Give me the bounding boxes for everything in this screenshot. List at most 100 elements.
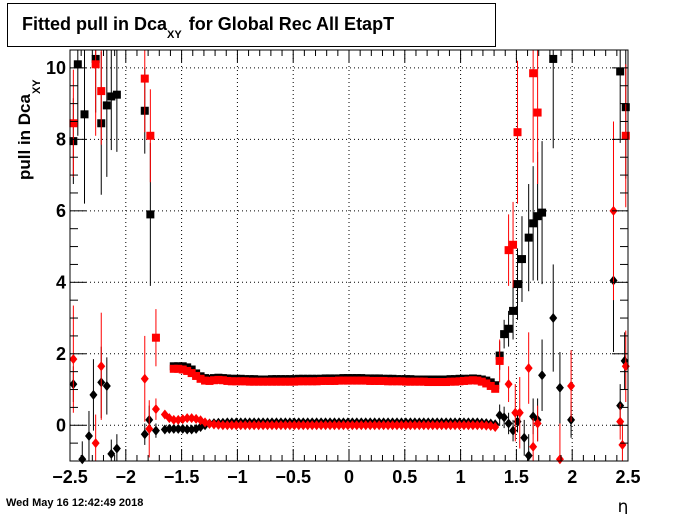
data-point: [424, 420, 433, 431]
data-point: [500, 330, 509, 339]
data-point: [97, 87, 106, 96]
data-point: [308, 420, 317, 431]
data-point: [491, 422, 500, 433]
data-point: [446, 420, 455, 431]
data-point: [107, 448, 116, 459]
data-point: [366, 376, 375, 385]
data-point: [254, 377, 263, 386]
data-point: [468, 376, 477, 385]
data-point: [330, 376, 339, 385]
x-tick-label: 1.5: [504, 467, 529, 487]
data-point: [165, 423, 174, 434]
data-point: [140, 373, 149, 384]
data-point: [201, 376, 210, 385]
data-point: [227, 420, 236, 431]
data-point: [174, 364, 183, 373]
data-point: [209, 419, 218, 430]
data-point: [80, 110, 89, 119]
data-point: [415, 420, 424, 431]
data-point: [343, 420, 352, 431]
x-axis-label: η: [618, 497, 629, 514]
data-point: [281, 420, 290, 431]
data-point: [241, 420, 250, 431]
data-point: [205, 376, 214, 385]
data-layer: [69, 50, 630, 465]
data-point: [312, 377, 321, 386]
data-point: [455, 377, 464, 386]
data-point: [169, 414, 178, 425]
data-point: [91, 60, 100, 69]
data-point: [375, 420, 384, 431]
data-point: [330, 420, 339, 431]
data-point: [146, 210, 155, 219]
data-point: [549, 313, 558, 324]
data-point: [529, 69, 538, 78]
data-point: [538, 370, 547, 381]
data-point: [107, 92, 116, 101]
data-point: [459, 420, 468, 431]
data-point: [375, 376, 384, 385]
series-square-red: [69, 50, 630, 393]
data-point: [511, 407, 520, 418]
x-tick-label: 0.5: [392, 467, 417, 487]
data-point: [334, 420, 343, 431]
data-point: [227, 377, 236, 386]
series-diamond-red: [69, 121, 630, 465]
data-point: [317, 420, 326, 431]
y-tick-label: 6: [56, 201, 66, 221]
data-point: [151, 333, 160, 342]
data-point: [303, 420, 312, 431]
data-point: [477, 420, 486, 431]
data-point: [515, 407, 524, 418]
data-point: [102, 101, 111, 110]
data-point: [263, 377, 272, 386]
data-point: [326, 420, 335, 431]
data-point: [218, 420, 227, 431]
data-point: [455, 420, 464, 431]
data-point: [272, 377, 281, 386]
data-point: [232, 377, 241, 386]
data-point: [223, 420, 232, 431]
data-point: [524, 450, 533, 461]
data-point: [424, 378, 433, 387]
data-point: [187, 369, 196, 378]
data-point: [241, 377, 250, 386]
data-point: [555, 454, 564, 465]
data-point: [437, 378, 446, 387]
data-point: [78, 454, 87, 465]
data-point: [348, 376, 357, 385]
data-point: [486, 381, 495, 390]
data-point: [529, 219, 538, 228]
data-point: [151, 404, 160, 415]
data-point: [174, 423, 183, 434]
data-point: [509, 240, 518, 249]
data-point: [352, 420, 361, 431]
data-point: [616, 67, 625, 76]
x-tick-label: −1: [227, 467, 248, 487]
data-point: [495, 356, 504, 365]
data-point: [513, 280, 522, 289]
x-tick-label: 1: [456, 467, 466, 487]
data-point: [146, 131, 155, 140]
data-point: [69, 354, 78, 365]
data-point: [397, 420, 406, 431]
x-tick-label: 0: [344, 467, 354, 487]
y-axis-label-subscript: XY: [31, 79, 43, 94]
data-point: [89, 389, 98, 400]
data-point: [69, 119, 78, 128]
data-point: [312, 420, 321, 431]
data-point: [415, 377, 424, 386]
data-point: [294, 420, 303, 431]
data-point: [533, 212, 542, 221]
data-point: [509, 306, 518, 315]
y-tick-label: 2: [56, 344, 66, 364]
data-point: [428, 378, 437, 387]
data-point: [169, 364, 178, 373]
data-point: [442, 420, 451, 431]
data-point: [379, 376, 388, 385]
data-point: [555, 382, 564, 393]
data-point: [348, 420, 357, 431]
data-point: [504, 246, 513, 255]
data-point: [334, 376, 343, 385]
data-point: [517, 255, 526, 264]
